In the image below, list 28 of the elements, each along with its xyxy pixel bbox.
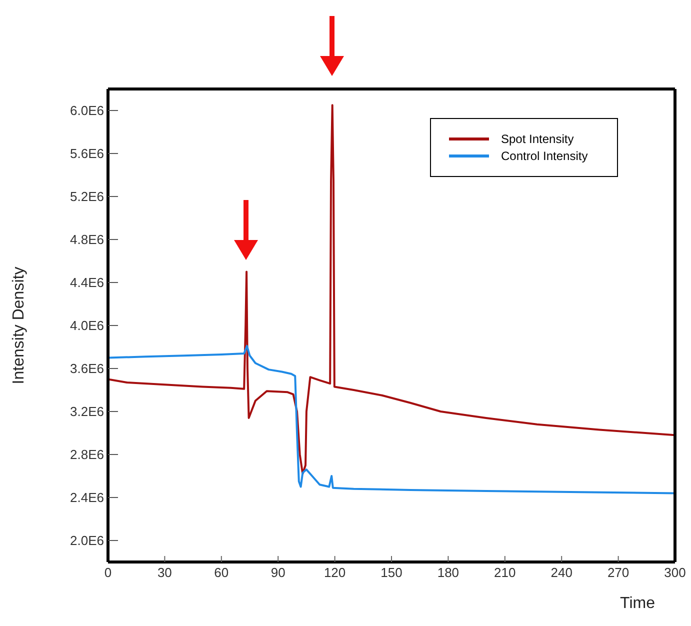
y-tick-label: 2.4E6: [70, 490, 104, 506]
x-tick-label: 180: [437, 565, 460, 580]
y-axis-title: Intensity Density: [10, 266, 28, 384]
x-tick-label: 60: [214, 565, 229, 580]
y-tick-label: 5.6E6: [70, 146, 104, 162]
x-tick-label: 0: [104, 565, 112, 580]
y-tick-label: 4.0E6: [70, 318, 104, 334]
legend-label: Spot Intensity: [501, 132, 574, 146]
y-tick-label: 4.8E6: [70, 232, 104, 248]
x-tick-label: 300: [664, 565, 686, 580]
x-tick-label: 30: [157, 565, 172, 580]
y-tick-label: 2.0E6: [70, 533, 104, 548]
x-tick-label: 90: [270, 565, 286, 580]
y-tick-label: 5.2E6: [70, 189, 104, 204]
line-series: [108, 344, 675, 494]
y-tick-label: 2.8E6: [70, 447, 104, 462]
x-tick-label: 240: [550, 565, 572, 580]
x-tick-label: 150: [380, 565, 402, 580]
x-tick-label: 210: [494, 565, 516, 580]
line-series: [108, 104, 675, 475]
x-tick-label: 120: [324, 565, 346, 580]
x-tick-label: 270: [607, 565, 630, 580]
y-tick-label: 3.6E6: [70, 361, 104, 376]
y-tick-label: 3.2E6: [70, 404, 104, 420]
y-tick-label: 4.4E6: [70, 275, 104, 290]
legend-label: Control Intensity: [501, 149, 588, 163]
y-tick-label: 6.0E6: [70, 103, 104, 118]
x-axis-title: Time: [620, 595, 656, 612]
